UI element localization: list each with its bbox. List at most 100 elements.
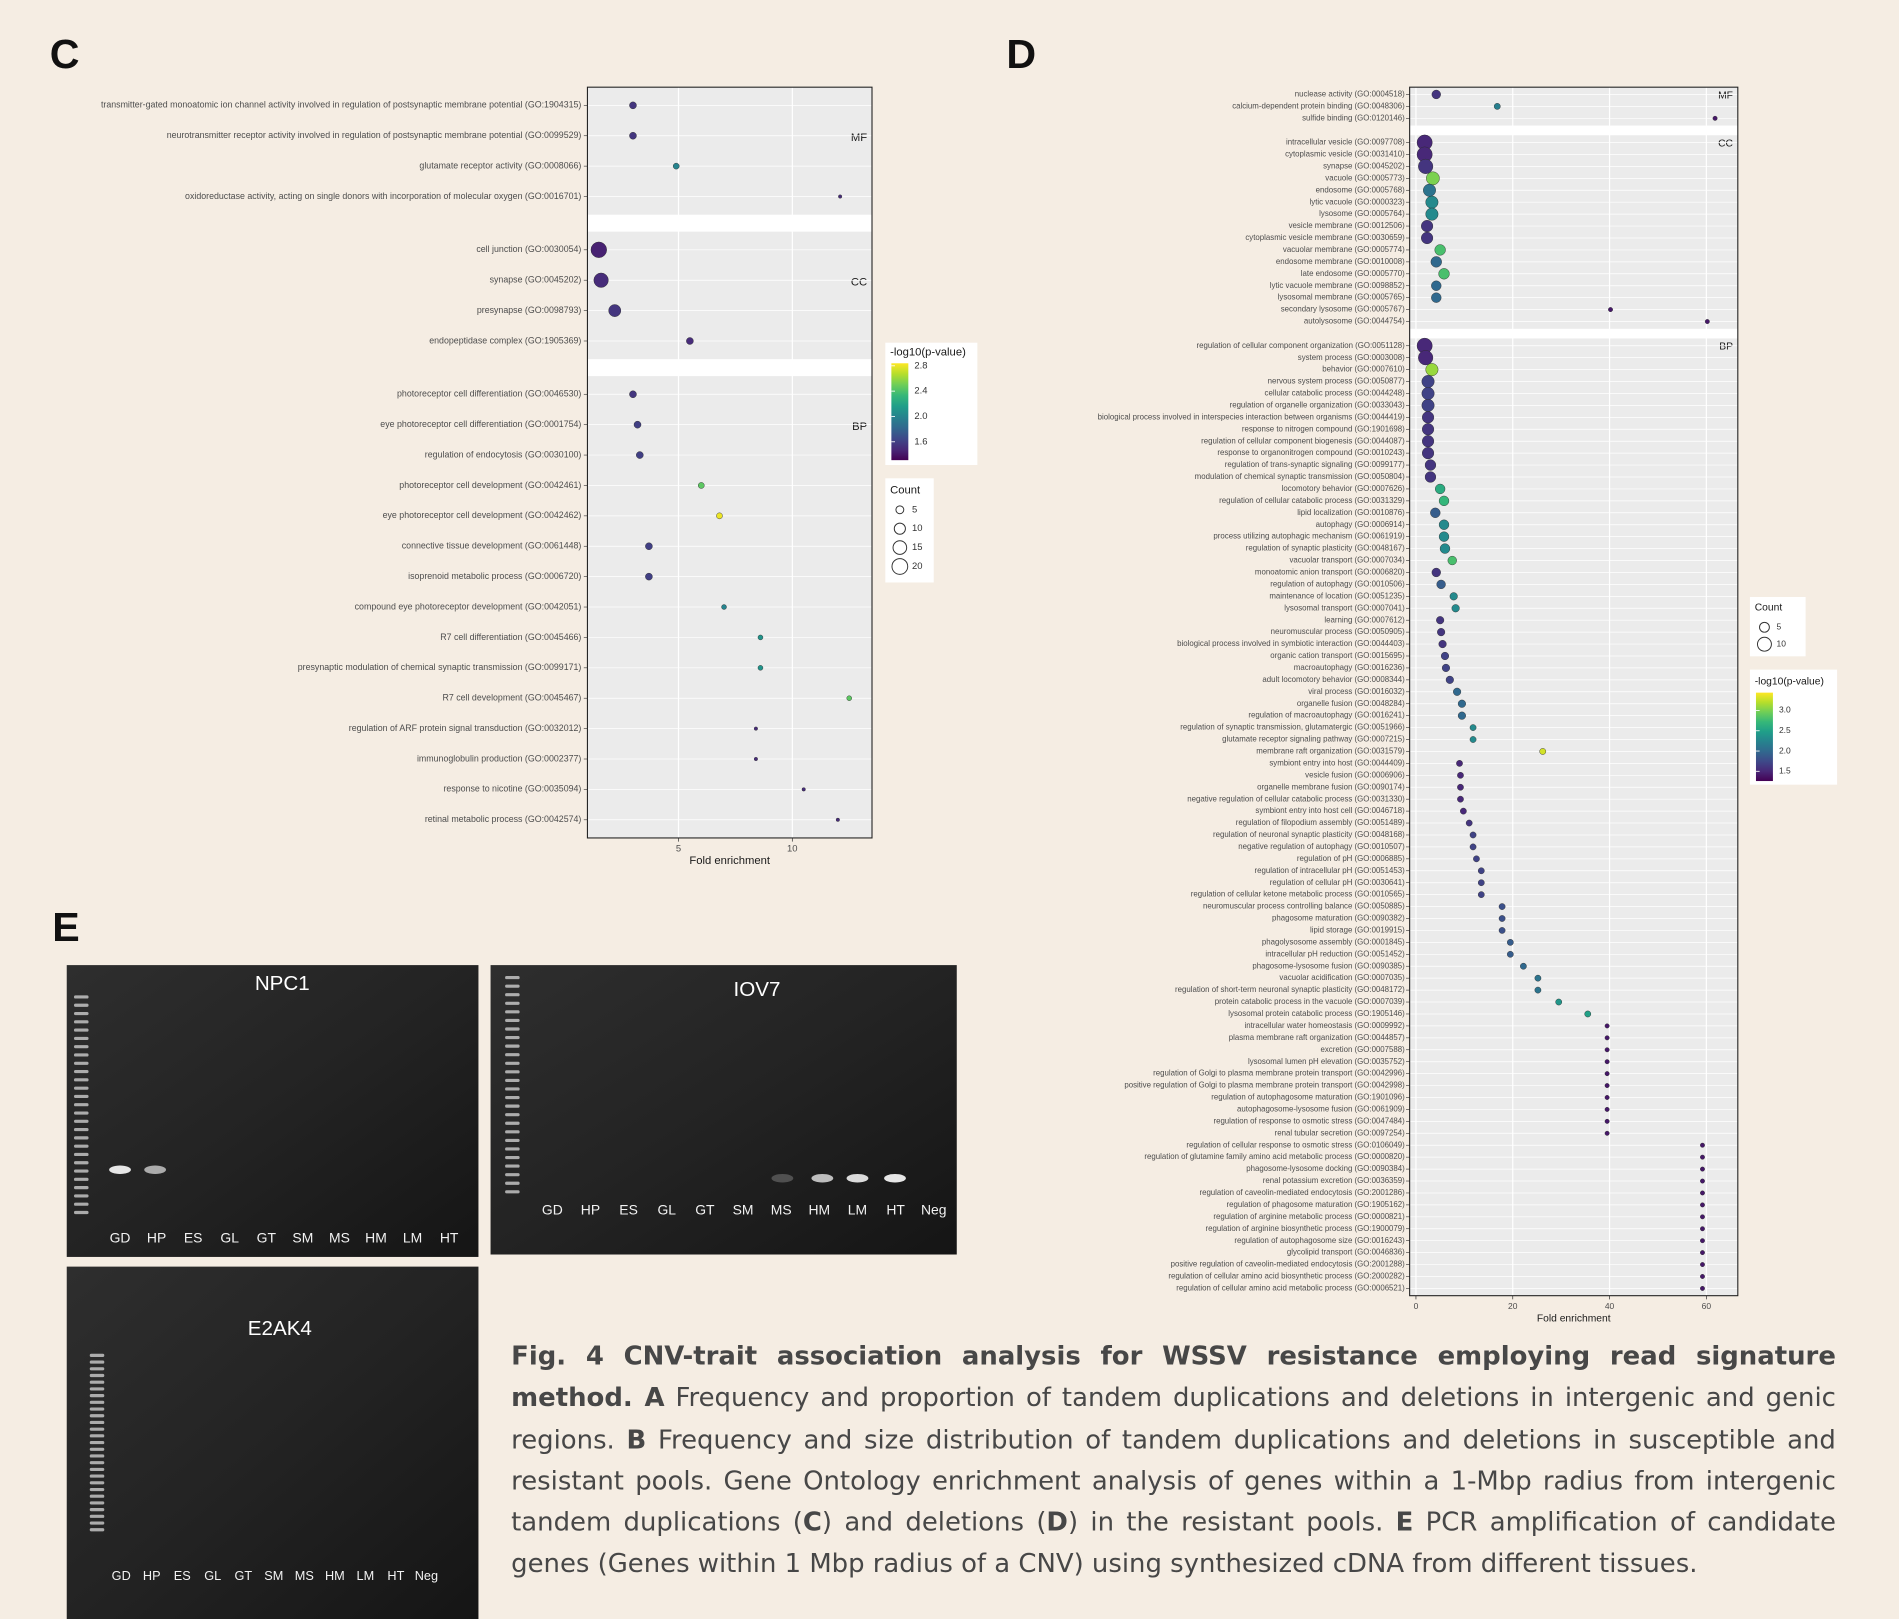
dot (1448, 556, 1457, 565)
dot (1507, 951, 1513, 957)
y-tick-label: organic cation transport (GO:0015695) (1270, 651, 1405, 660)
y-tick-label: learning (GO:0007612) (1324, 615, 1405, 624)
lane-label: GL (204, 1568, 221, 1583)
y-tick-label: vacuolar membrane (GO:0005774) (1283, 245, 1405, 254)
ladder-band (505, 993, 520, 996)
y-tick-label: lipid storage (GO:0019915) (1310, 926, 1405, 935)
size-key-label: 15 (912, 542, 923, 553)
colorbar-tick-label: 3.0 (1779, 705, 1791, 715)
lane-label: HT (886, 1202, 905, 1218)
ladder-band (90, 1488, 105, 1491)
facet-strip-label: BP (1719, 342, 1733, 353)
y-tick-label: glutamate receptor signaling pathway (GO… (1222, 735, 1405, 744)
ladder-band (74, 1153, 89, 1156)
gel-title: NPC1 (255, 972, 310, 995)
gel-title: IOV7 (734, 978, 781, 1001)
y-tick-label: vacuole (GO:0005773) (1325, 173, 1405, 182)
lane-label: LM (403, 1229, 422, 1245)
y-tick-label: intracellular water homeostasis (GO:0009… (1244, 1021, 1405, 1030)
dot (1422, 399, 1434, 411)
ladder-band (90, 1381, 105, 1384)
ladder-band (90, 1448, 105, 1451)
y-tick-label: vacuolar transport (GO:0007034) (1289, 556, 1405, 565)
dot (698, 482, 704, 488)
dot (1457, 784, 1463, 790)
colorbar (1756, 693, 1773, 781)
panel-letter: D (1006, 31, 1036, 77)
dot (1457, 772, 1463, 778)
dot (758, 665, 763, 670)
ladder-band (74, 1169, 89, 1172)
caption-box: Fig. 4 CNV-trait association analysis fo… (511, 1337, 1836, 1619)
y-tick-label: photoreceptor cell development (GO:00424… (399, 480, 581, 490)
y-tick-label: regulation of organelle organization (GO… (1230, 400, 1406, 409)
dot (802, 788, 806, 792)
facet-panel (1410, 338, 1738, 1295)
caption-bold: E (1396, 1508, 1414, 1538)
lane-label: SM (292, 1229, 313, 1245)
ladder-band (74, 1078, 89, 1081)
dot (1430, 508, 1440, 518)
y-tick-label: maintenance of location (GO:0051235) (1269, 591, 1405, 600)
y-tick-label: sulfide binding (GO:0120146) (1302, 113, 1405, 122)
y-tick-label: eye photoreceptor cell differentiation (… (380, 419, 581, 429)
dot (1478, 892, 1484, 898)
dot (1499, 927, 1505, 933)
y-tick-label: lysosomal transport (GO:0007041) (1284, 603, 1405, 612)
caption-text: ) in the resistant pools. (1068, 1508, 1396, 1538)
y-tick-label: cellular catabolic process (GO:0044248) (1265, 389, 1406, 398)
y-tick-label: response to nicotine (GO:0035094) (443, 784, 581, 794)
dot (1700, 1215, 1704, 1219)
y-tick-label: late endosome (GO:0005770) (1301, 269, 1405, 278)
y-tick-label: glutamate receptor activity (GO:0008066) (419, 160, 581, 170)
lane-label: HM (809, 1202, 831, 1218)
y-tick-label: photoreceptor cell differentiation (GO:0… (397, 389, 581, 399)
y-tick-label: immunoglobulin production (GO:0002377) (417, 753, 581, 763)
y-tick-label: biological process involved in interspec… (1098, 412, 1406, 421)
ladder-band (505, 1173, 520, 1176)
y-tick-label: regulation of neuronal synaptic plastici… (1213, 830, 1405, 839)
lane-label: ES (184, 1229, 203, 1245)
y-tick-label: regulation of caveolin-mediated endocyto… (1199, 1188, 1405, 1197)
y-tick-label: lytic vacuole (GO:0000323) (1310, 197, 1406, 206)
y-tick-label: regulation of cellular ketone metabolic … (1191, 890, 1405, 899)
ladder-band (505, 985, 520, 988)
ladder-band (90, 1414, 105, 1417)
y-tick-label: intracellular vesicle (GO:0097708) (1286, 138, 1405, 147)
legend-title: -log10(p-value) (890, 346, 966, 358)
y-tick-label: cytoplasmic vesicle (GO:0031410) (1285, 150, 1405, 159)
dot (1456, 760, 1462, 766)
ladder-band (505, 1147, 520, 1150)
ladder-band (505, 1002, 520, 1005)
y-tick-label: presynaptic modulation of chemical synap… (298, 662, 582, 672)
lane-label: GL (220, 1229, 239, 1245)
ladder-band (90, 1495, 105, 1498)
ladder-band (90, 1501, 105, 1504)
dot (1431, 293, 1441, 303)
lane-label: ES (619, 1202, 638, 1218)
ladder-band (74, 1070, 89, 1073)
dot (1466, 820, 1472, 826)
ladder-band (505, 1045, 520, 1048)
dot (1441, 652, 1449, 660)
y-tick-label: lysosomal membrane (GO:0005765) (1278, 293, 1405, 302)
dot (758, 635, 763, 640)
dot (1439, 640, 1447, 648)
y-tick-label: regulation of glutamine family amino aci… (1144, 1152, 1405, 1161)
y-tick-label: eye photoreceptor cell development (GO:0… (383, 510, 582, 520)
dot (1470, 844, 1476, 850)
y-tick-label: vesicle membrane (GO:0012506) (1289, 221, 1406, 230)
lane-label: SM (733, 1202, 754, 1218)
page: html, body { margin: 0; padding: 0; back… (0, 0, 1899, 1619)
ladder-band (505, 1113, 520, 1116)
ladder-band (90, 1441, 105, 1444)
x-tick-label: 5 (676, 843, 681, 854)
y-tick-label: regulation of short-term neuronal synapt… (1175, 985, 1405, 994)
ladder-band (505, 1165, 520, 1168)
dot (629, 102, 636, 109)
ladder-band (505, 1036, 520, 1039)
lane-label: HP (143, 1568, 161, 1583)
lane-label: HM (365, 1229, 387, 1245)
y-tick-label: behavior (GO:0007610) (1322, 365, 1405, 374)
dot (1473, 856, 1479, 862)
